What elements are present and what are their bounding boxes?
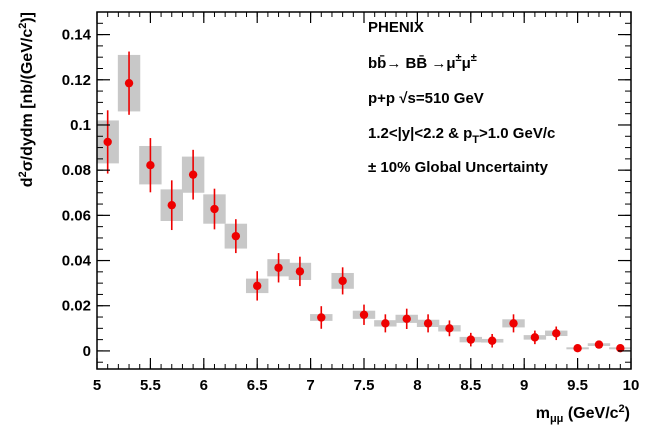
x-tick-label: 10	[623, 377, 640, 394]
x-tick-label: 6	[200, 377, 208, 394]
data-point	[381, 319, 390, 328]
y-tick-label: 0.06	[62, 207, 91, 224]
y-tick-label: 0.04	[62, 253, 92, 270]
data-point	[552, 329, 561, 338]
data-point	[103, 137, 112, 147]
data-point	[530, 333, 540, 342]
data-points	[103, 78, 625, 353]
y-tick-label: 0.14	[62, 27, 92, 44]
y-tick-label: 0.12	[62, 72, 91, 89]
legend-annotations: PHENIX bb̄→ BB̄ →μ±μ± p+p √s=510 GeV 1.2…	[368, 19, 555, 176]
data-point	[188, 170, 198, 179]
data-point	[423, 319, 433, 328]
data-point	[167, 200, 176, 210]
kinematic-cuts-label: 1.2<|y|<2.2 & pT>1.0 GeV/c	[368, 125, 555, 146]
data-point	[124, 78, 134, 88]
y-axis-title: d2σ/dydm [nb/(GeV/c2)]	[17, 12, 36, 187]
experiment-label: PHENIX	[368, 19, 424, 36]
data-point	[338, 276, 347, 286]
data-point	[616, 344, 625, 353]
x-tick-label: 7	[306, 377, 314, 394]
x-tick-label: 7.5	[354, 377, 375, 394]
global-uncertainty-label: ± 10% Global Uncertainty	[368, 159, 549, 176]
process-label: bb̄→ BB̄ →μ±μ±	[368, 52, 477, 72]
data-point	[210, 204, 219, 214]
x-tick-label: 8	[413, 377, 421, 394]
data-point	[146, 160, 155, 170]
x-tick-label: 9	[520, 377, 528, 394]
y-tick-label: 0.02	[62, 298, 91, 315]
x-tick-labels: 5 5.5 6 6.5 7 7.5 8 8.5 9 9.5 10	[93, 377, 640, 394]
data-point	[487, 336, 497, 345]
data-point	[253, 281, 262, 291]
data-point	[231, 231, 241, 241]
y-tick-label: 0.1	[70, 117, 91, 134]
data-point	[466, 335, 475, 344]
x-tick-label: 8.5	[460, 377, 481, 394]
data-point	[359, 310, 369, 319]
y-tick-label: 0.08	[62, 162, 91, 179]
data-point	[274, 263, 283, 272]
x-tick-label: 6.5	[247, 377, 268, 394]
data-point	[317, 313, 326, 322]
data-point	[402, 314, 411, 324]
y-tick-labels: 0 0.02 0.04 0.06 0.08 0.1 0.12 0.14	[62, 27, 92, 360]
x-tick-label: 5.5	[140, 377, 161, 394]
x-tick-label: 5	[93, 377, 101, 394]
axis-ticks	[96, 12, 632, 369]
data-point	[573, 344, 582, 353]
data-point	[445, 324, 454, 333]
x-tick-label: 9.5	[567, 377, 588, 394]
x-axis-title: mμμ (GeV/c2)	[536, 403, 630, 425]
data-point	[509, 319, 518, 328]
data-point	[295, 267, 305, 276]
data-point	[594, 340, 604, 349]
collision-label: p+p √s=510 GeV	[368, 90, 484, 107]
y-tick-label: 0	[83, 343, 91, 360]
